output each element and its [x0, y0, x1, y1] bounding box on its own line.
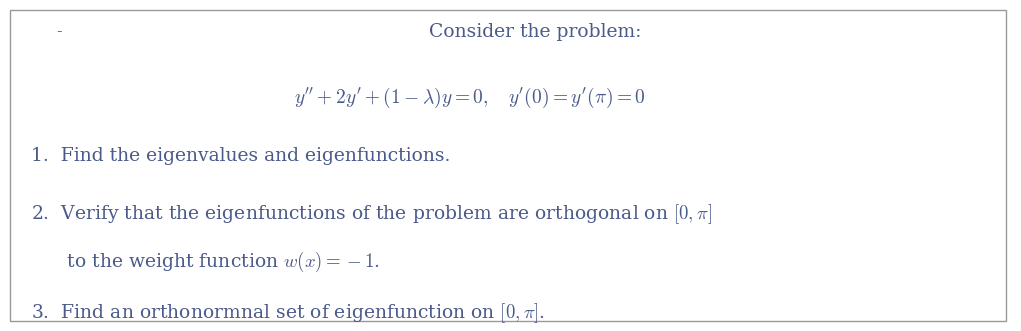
Text: -: - — [56, 23, 62, 40]
Text: 1.  Find the eigenvalues and eigenfunctions.: 1. Find the eigenvalues and eigenfunctio… — [31, 147, 450, 165]
Text: 3.  Find an orthonormnal set of eigenfunction on $[0, \pi]$.: 3. Find an orthonormnal set of eigenfunc… — [31, 301, 544, 325]
Text: Consider the problem:: Consider the problem: — [429, 23, 641, 41]
FancyBboxPatch shape — [10, 10, 1006, 321]
Text: 2.  Verify that the eigenfunctions of the problem are orthogonal on $[0, \pi]$: 2. Verify that the eigenfunctions of the… — [31, 202, 712, 226]
Text: $y'' + 2y' + (1 - \lambda)y = 0, \quad y'(0) = y'(\pi) = 0$: $y'' + 2y' + (1 - \lambda)y = 0, \quad y… — [294, 86, 645, 110]
Text: to the weight function $w(x) = -1$.: to the weight function $w(x) = -1$. — [31, 250, 380, 274]
